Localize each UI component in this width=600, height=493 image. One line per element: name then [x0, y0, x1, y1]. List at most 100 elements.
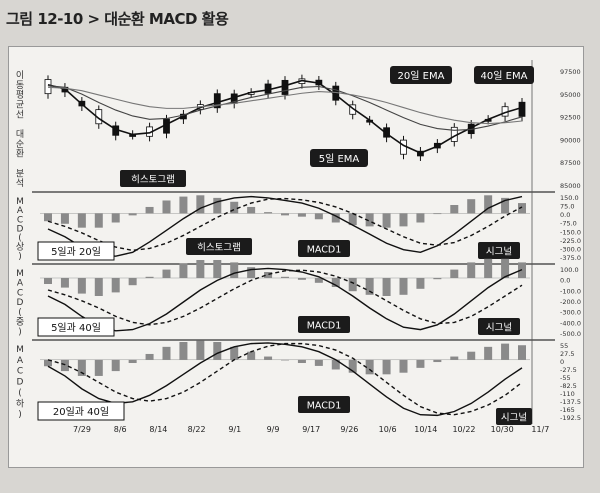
- histogram-bar: [145, 353, 154, 360]
- x-tick-label: 9/17: [302, 425, 320, 434]
- histogram-bar: [213, 260, 222, 278]
- signal-line: [47, 342, 523, 416]
- x-tick-label: 7/29: [73, 425, 91, 434]
- price-line-ema40: [47, 86, 523, 125]
- annotation-box: [390, 66, 452, 84]
- y-axis-label-char: 순: [16, 139, 24, 150]
- histogram-bar: [297, 278, 306, 280]
- histogram-bar: [111, 278, 120, 293]
- histogram-bar: [399, 359, 408, 373]
- x-tick-label: 10/6: [379, 425, 397, 434]
- annotation-box: [496, 408, 532, 425]
- histogram-bar: [264, 272, 273, 278]
- histogram-bar: [416, 213, 425, 223]
- x-tick-label: 9/26: [340, 425, 358, 434]
- annotation-box: [478, 242, 520, 259]
- histogram-bar: [162, 346, 171, 360]
- y-axis-label-char: 석: [16, 178, 24, 189]
- y-tick-label: 55: [560, 342, 568, 350]
- histogram-bar: [264, 212, 273, 214]
- histogram-bar: [382, 359, 391, 375]
- y-tick-label: 0: [560, 358, 564, 366]
- macd1-line: [47, 267, 523, 332]
- y-axis-label-char: (: [18, 388, 22, 398]
- y-tick-label: -82.5: [560, 382, 577, 390]
- period-legend-label: 5일과 20일: [51, 246, 101, 258]
- histogram-bar: [365, 359, 374, 375]
- histogram-bar: [518, 203, 526, 214]
- candle-body: [213, 93, 221, 109]
- histogram-bar: [450, 269, 459, 278]
- figure-title: 그림 12-10 > 대순환 MACD 활용: [6, 10, 229, 28]
- histogram-bar: [484, 258, 493, 278]
- y-axis-label-char: 대: [16, 129, 24, 140]
- histogram-bar: [416, 359, 425, 368]
- histogram-bar: [348, 213, 357, 226]
- y-tick-label: -137.5: [560, 398, 581, 406]
- period-legend-label: 5일과 40일: [51, 322, 101, 334]
- histogram-bar: [145, 276, 154, 278]
- histogram-bar: [433, 278, 442, 280]
- y-axis-label-char: A: [17, 356, 24, 366]
- y-axis-label-char: M: [16, 345, 24, 355]
- histogram-bar: [365, 278, 374, 295]
- y-axis-label-char: 환: [16, 148, 24, 160]
- candle-body: [281, 79, 289, 95]
- histogram-bar: [77, 213, 86, 228]
- histogram-bar: [450, 356, 459, 360]
- annotation-label: 40일 EMA: [481, 70, 528, 82]
- histogram-bar: [94, 213, 103, 228]
- x-tick-label: 10/14: [414, 425, 437, 434]
- x-tick-label: 8/22: [188, 425, 206, 434]
- y-axis-label-char: ): [18, 327, 22, 337]
- annotation-box: [298, 396, 350, 413]
- annotation-label: 20일 EMA: [398, 70, 445, 82]
- y-axis-label-char: 분: [16, 168, 24, 179]
- histogram-bar: [44, 213, 52, 222]
- y-tick-label: -75.0: [560, 220, 577, 228]
- annotation-box: [298, 316, 350, 333]
- y-tick-label: -110: [560, 390, 575, 398]
- y-tick-label: 97500: [560, 68, 581, 76]
- histogram-bar: [399, 278, 408, 295]
- x-tick-label: 10/22: [452, 425, 475, 434]
- histogram-bar: [314, 213, 323, 220]
- signal-line: [47, 197, 523, 252]
- x-tick-label: 8/14: [149, 425, 167, 434]
- y-axis-label-char: M: [16, 269, 24, 279]
- histogram-bar: [196, 260, 205, 278]
- histogram-bar: [297, 359, 306, 364]
- y-tick-label: 0.0: [560, 277, 570, 285]
- y-axis-label-char: 중: [16, 317, 24, 328]
- y-axis-label-char: C: [17, 367, 23, 377]
- histogram-bar: [60, 278, 69, 288]
- y-tick-label: -300.0: [560, 309, 581, 317]
- histogram-bar: [213, 342, 222, 360]
- histogram-bar: [247, 351, 256, 360]
- histogram-bar: [331, 359, 340, 370]
- histogram-bar: [162, 200, 171, 214]
- histogram-bar: [467, 199, 476, 214]
- histogram-bar: [365, 213, 374, 227]
- histogram-bar: [128, 278, 137, 286]
- histogram-bar: [518, 345, 526, 360]
- histogram-bar: [382, 278, 391, 296]
- annotation-label: MACD1: [307, 401, 342, 412]
- y-tick-label: -200.0: [560, 298, 581, 306]
- histogram-bar: [281, 359, 289, 361]
- candle-body: [383, 127, 390, 138]
- histogram-bar: [213, 197, 222, 214]
- price-line-ema20: [47, 85, 523, 131]
- histogram-bar: [484, 195, 493, 214]
- annotation-label: 시그널: [486, 247, 512, 258]
- histogram-bar: [111, 359, 120, 372]
- period-legend-box: [37, 317, 115, 337]
- period-legend-label: 20일과 40일: [53, 406, 109, 418]
- annotation-label: 시그널: [501, 413, 527, 424]
- y-tick-label: -100.0: [560, 287, 581, 295]
- y-tick-label: -150.0: [560, 228, 581, 236]
- histogram-bar: [60, 213, 69, 224]
- histogram-bar: [348, 278, 357, 292]
- histogram-bar: [162, 269, 171, 278]
